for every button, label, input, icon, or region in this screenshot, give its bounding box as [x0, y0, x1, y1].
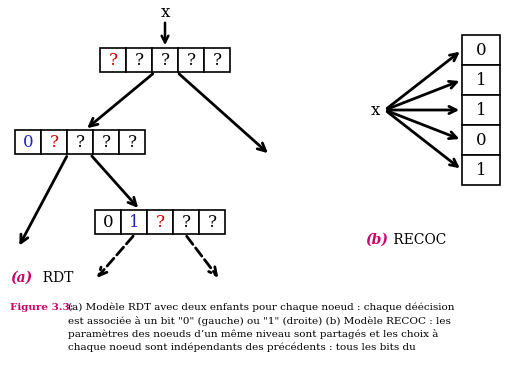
Text: (b): (b) — [365, 233, 388, 247]
Text: 1: 1 — [129, 214, 139, 231]
Text: x: x — [370, 102, 380, 119]
Text: 0: 0 — [102, 214, 113, 231]
Text: ?: ? — [212, 51, 221, 68]
Text: x: x — [160, 4, 170, 21]
Bar — [462, 155, 500, 185]
Bar — [121, 210, 147, 234]
Text: Figure 3.3:: Figure 3.3: — [10, 303, 73, 312]
Text: ?: ? — [160, 51, 169, 68]
Bar — [462, 125, 500, 155]
Text: ?: ? — [75, 133, 84, 151]
Text: ?: ? — [156, 214, 165, 231]
Bar — [93, 130, 119, 154]
Text: ?: ? — [49, 133, 58, 151]
Bar — [199, 210, 225, 234]
Text: 1: 1 — [476, 102, 486, 119]
Text: 0: 0 — [476, 42, 486, 58]
Bar — [178, 48, 204, 72]
Text: ?: ? — [182, 214, 191, 231]
Text: (a) Modèle RDT avec deux enfants pour chaque noeud : chaque déécision
est associ: (a) Modèle RDT avec deux enfants pour ch… — [68, 303, 455, 352]
Text: ?: ? — [127, 133, 136, 151]
Bar — [173, 210, 199, 234]
Bar — [152, 48, 178, 72]
Text: RDT: RDT — [34, 271, 73, 285]
Text: 1: 1 — [476, 161, 486, 179]
Bar — [204, 48, 230, 72]
Bar — [15, 130, 41, 154]
Bar — [462, 35, 500, 65]
Text: RECOC: RECOC — [389, 233, 447, 247]
Text: ?: ? — [208, 214, 217, 231]
Text: ?: ? — [186, 51, 195, 68]
Text: ?: ? — [101, 133, 110, 151]
Text: (a): (a) — [10, 271, 32, 285]
Text: ?: ? — [134, 51, 143, 68]
Bar — [41, 130, 67, 154]
Bar — [100, 48, 126, 72]
Text: 0: 0 — [23, 133, 33, 151]
Text: ?: ? — [108, 51, 117, 68]
Text: 1: 1 — [476, 72, 486, 89]
Bar — [462, 95, 500, 125]
Bar — [126, 48, 152, 72]
Bar — [462, 65, 500, 95]
Bar — [67, 130, 93, 154]
Bar — [147, 210, 173, 234]
Text: 0: 0 — [476, 131, 486, 149]
Bar — [95, 210, 121, 234]
Bar — [119, 130, 145, 154]
